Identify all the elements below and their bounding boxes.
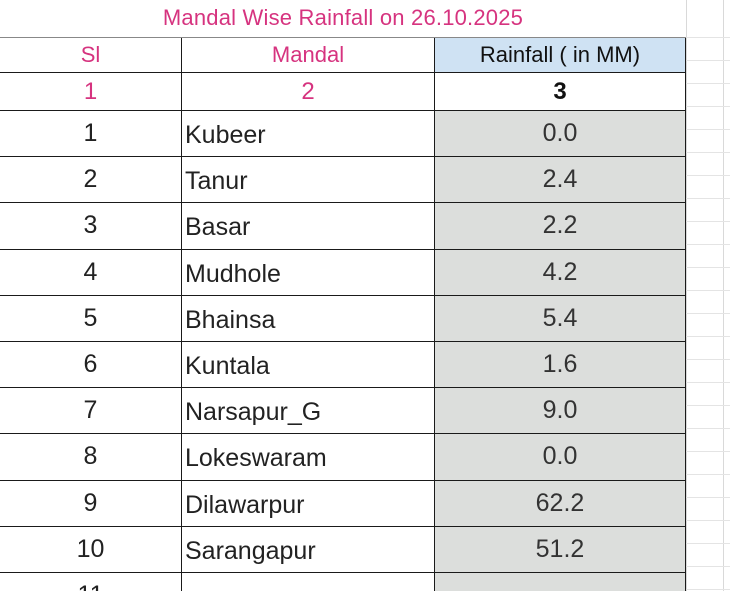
grid-line (686, 37, 730, 38)
cell-rainfall[interactable]: 2.2 (434, 203, 686, 249)
cell-sl[interactable]: 4 (83, 257, 98, 286)
grid-line (686, 405, 730, 406)
cell-sl[interactable]: 1 (83, 119, 98, 148)
header-mandal[interactable]: Mandal (181, 38, 434, 72)
table-row: 7 Narsapur_G 9.0 (0, 388, 686, 435)
grid-line (686, 359, 730, 360)
cell-mandal[interactable]: Kuntala (181, 342, 434, 388)
grid-line (686, 152, 730, 153)
grid-line (686, 520, 730, 521)
grid-line (686, 175, 730, 176)
colnum-rainfall[interactable]: 3 (434, 73, 686, 110)
cell-mandal[interactable]: Sarangapur (181, 526, 434, 572)
grid-line (686, 221, 730, 222)
cell-sl[interactable]: 10 (76, 534, 105, 563)
grid-line (686, 313, 730, 314)
cell-mandal[interactable]: Narsapur_G (181, 388, 434, 434)
header-sl[interactable]: Sl (80, 42, 101, 67)
grid-line (686, 428, 730, 429)
grid-line (723, 0, 724, 591)
grid-line (686, 543, 730, 544)
table-row: 5 Bhainsa 5.4 (0, 295, 686, 342)
cell-sl[interactable]: 8 (83, 442, 98, 471)
cell-sl[interactable]: 7 (83, 396, 98, 425)
cell-rainfall[interactable]: 0.0 (434, 111, 686, 157)
cell-mandal[interactable]: Dilawarpur (181, 480, 434, 526)
cell-rainfall[interactable]: 9.0 (434, 388, 686, 434)
cell-sl[interactable]: 11 (0, 573, 181, 591)
grid-line (686, 83, 730, 84)
cell-mandal[interactable]: Basar (181, 203, 434, 249)
cell-mandal[interactable] (181, 573, 434, 591)
header-row: Sl Mandal Rainfall ( in MM) (0, 37, 686, 73)
grid-line (686, 129, 730, 130)
grid-line (686, 106, 730, 107)
column-number-row: 1 2 3 (0, 73, 686, 111)
table-row: 3 Basar 2.2 (0, 203, 686, 250)
cell-sl[interactable]: 3 (83, 211, 98, 240)
grid-line (686, 267, 730, 268)
cell-rainfall[interactable]: 4.2 (434, 249, 686, 295)
grid-line (686, 336, 730, 337)
cell-mandal[interactable]: Kubeer (181, 111, 434, 157)
cell-mandal[interactable]: Lokeswaram (181, 434, 434, 480)
grid-line (686, 0, 687, 591)
grid-line (686, 451, 730, 452)
cell-mandal[interactable]: Bhainsa (181, 295, 434, 341)
header-rainfall[interactable]: Rainfall ( in MM) (434, 38, 686, 72)
cell-sl[interactable]: 5 (83, 303, 98, 332)
grid-line (686, 60, 730, 61)
grid-line (686, 589, 730, 590)
table-row: 11 (0, 573, 686, 591)
cell-sl[interactable]: 9 (83, 488, 98, 517)
cell-sl[interactable]: 6 (83, 350, 98, 379)
table-row: 4 Mudhole 4.2 (0, 249, 686, 296)
grid-line (686, 566, 730, 567)
cell-mandal[interactable]: Mudhole (181, 249, 434, 295)
cell-rainfall[interactable] (434, 573, 686, 591)
cell-sl[interactable]: 2 (83, 165, 98, 194)
grid-line (686, 497, 730, 498)
grid-line (686, 244, 730, 245)
colnum-sl[interactable]: 1 (83, 77, 98, 105)
table-row: 2 Tanur 2.4 (0, 157, 686, 204)
grid-line (686, 382, 730, 383)
sheet-title: Mandal Wise Rainfall on 26.10.2025 (162, 5, 524, 30)
cell-rainfall[interactable]: 2.4 (434, 157, 686, 203)
table-row: 1 Kubeer 0.0 (0, 111, 686, 158)
grid-line (686, 290, 730, 291)
colnum-mandal[interactable]: 2 (181, 73, 434, 110)
grid-line (686, 198, 730, 199)
cell-mandal[interactable]: Tanur (181, 157, 434, 203)
cell-rainfall[interactable]: 0.0 (434, 434, 686, 480)
cell-rainfall[interactable]: 62.2 (434, 480, 686, 526)
table-row: 9 Dilawarpur 62.2 (0, 480, 686, 527)
table-row: 6 Kuntala 1.6 (0, 342, 686, 389)
grid-line (686, 474, 730, 475)
cell-rainfall[interactable]: 5.4 (434, 295, 686, 341)
cell-rainfall[interactable]: 1.6 (434, 342, 686, 388)
table-row: 10 Sarangapur 51.2 (0, 526, 686, 573)
table-row: 8 Lokeswaram 0.0 (0, 434, 686, 481)
cell-rainfall[interactable]: 51.2 (434, 526, 686, 572)
